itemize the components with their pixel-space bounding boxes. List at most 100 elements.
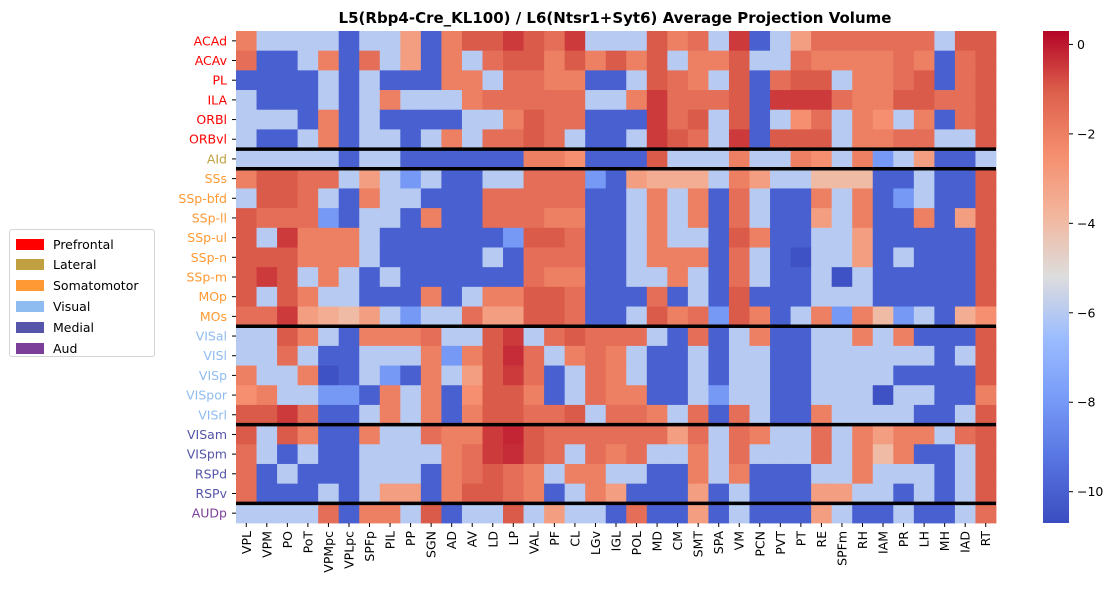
heatmap-cell [605,306,627,327]
row-label: VISl [203,348,227,363]
heatmap-cell [482,306,504,327]
heatmap-cell [359,129,381,150]
heatmap-cell [605,444,627,465]
heatmap-cell [811,444,833,465]
heatmap-cell [687,267,709,288]
heatmap-cell [236,345,257,366]
legend-item: Somatomotor [16,278,138,294]
row-label: SSs [205,171,227,186]
heatmap-cell [626,149,648,170]
heatmap-cell [236,31,257,52]
heatmap-cell [934,483,956,504]
column-label: AD [444,531,459,549]
row-label: AId [207,151,227,166]
heatmap-cell [913,483,935,504]
heatmap-cell [626,267,648,288]
heatmap-cell [831,345,853,366]
column-label: PVT [773,531,788,555]
heatmap-cell [564,345,586,366]
heatmap-cell [954,50,976,71]
heatmap-cell [770,90,791,111]
heatmap-cell [646,109,668,130]
heatmap-cell [482,129,504,150]
row-label: SSp-bfd [178,191,227,206]
heatmap-cell [646,267,668,288]
heatmap-cell [297,31,319,52]
heatmap-cell [338,31,360,52]
heatmap-cell [831,483,853,504]
heatmap-cell [585,463,607,485]
column-label: CL [567,531,582,547]
heatmap-cell [749,286,771,307]
heatmap-cell [297,168,319,189]
heatmap-cell [934,345,956,366]
heatmap-cell [954,503,976,524]
heatmap-cell [708,70,730,91]
heatmap-cell [297,149,319,170]
heatmap-cell [605,90,627,111]
heatmap-cell [379,444,401,465]
heatmap-cell [544,149,566,170]
heatmap-cell [934,444,956,465]
row-labels: ACAd ACAv PL ILA ORBl ORBvl AId SSs SSp-bfd SSp-l… [178,33,236,521]
heatmap-cell [461,168,483,189]
heatmap-cell [338,503,360,524]
row-label: VISam [187,427,227,442]
heatmap-cell [461,31,483,52]
heatmap-cell [646,385,668,406]
heatmap-cell [441,188,463,209]
heatmap-cell [585,503,607,524]
heatmap-cell [646,90,668,111]
heatmap-cell [811,404,833,425]
heatmap-cell [954,168,976,189]
heatmap-cell [790,247,812,268]
heatmap-cell [236,463,257,485]
heatmap-cell [728,109,750,130]
heatmap-cell [297,385,319,406]
row-label: AUDp [192,506,227,521]
heatmap-cell [482,444,504,465]
heatmap-cell [359,306,381,327]
heatmap-cell [790,109,812,130]
heatmap-cell [256,227,278,248]
heatmap-cell [831,90,853,111]
heatmap-cell [461,50,483,71]
heatmap-cell [564,247,586,268]
heatmap-cell [256,188,278,209]
heatmap-cell [975,31,997,52]
heatmap-cell [790,31,812,52]
heatmap-cell [770,149,791,170]
heatmap-cell [770,267,791,288]
heatmap-cell [728,149,750,170]
heatmap-cell [852,503,874,524]
heatmap-cell [893,286,915,307]
heatmap-cell [318,247,340,268]
heatmap-cell [379,208,401,229]
heatmap-cell [811,31,833,52]
column-label: VPLpc [341,531,356,569]
heatmap-cell [954,463,976,485]
heatmap-cell [420,345,442,366]
heatmap-cell [503,70,524,91]
heatmap-cell [379,286,401,307]
heatmap-cell [544,50,566,71]
heatmap-cell [297,345,319,366]
row-label: ORBl [196,112,227,127]
heatmap-cell [379,188,401,209]
column-label: LP [506,531,521,546]
heatmap-cell [338,326,360,347]
heatmap-cell [420,326,442,347]
heatmap-cell [811,109,833,130]
heatmap-cell [872,306,894,327]
heatmap-cell [297,227,319,248]
heatmap-cell [749,424,771,445]
heatmap-cell [708,404,730,425]
heatmap-cell [893,109,915,130]
heatmap-cell [420,149,442,170]
heatmap-cell [544,109,566,130]
heatmap-cell [626,247,648,268]
heatmap-cell [811,188,833,209]
heatmap-cell [646,188,668,209]
heatmap-cell [872,227,894,248]
heatmap-cell [708,463,730,485]
